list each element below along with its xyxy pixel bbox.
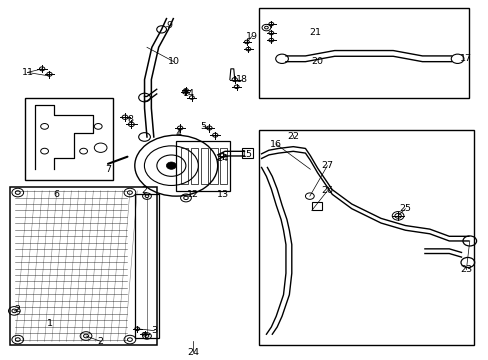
- Bar: [259, 130, 473, 345]
- Bar: [210, 148, 217, 184]
- Bar: [10, 187, 157, 345]
- Text: 14: 14: [216, 154, 228, 163]
- Bar: [220, 148, 227, 184]
- Text: 10: 10: [167, 57, 180, 66]
- Bar: [311, 202, 321, 211]
- Text: 2: 2: [15, 305, 20, 314]
- Text: 12: 12: [187, 190, 199, 199]
- Text: 17: 17: [459, 54, 471, 63]
- Text: 18: 18: [236, 75, 247, 84]
- Text: 13: 13: [216, 190, 228, 199]
- Bar: [176, 140, 229, 191]
- Bar: [190, 148, 198, 184]
- Text: 20: 20: [311, 57, 323, 66]
- Bar: [200, 148, 207, 184]
- Text: 11: 11: [21, 68, 34, 77]
- Bar: [259, 8, 468, 98]
- Text: 21: 21: [308, 28, 321, 37]
- Text: 9: 9: [165, 21, 172, 30]
- Bar: [25, 98, 113, 180]
- Text: 6: 6: [54, 190, 60, 199]
- Circle shape: [166, 162, 176, 169]
- Text: 25: 25: [399, 204, 410, 213]
- Text: 19: 19: [245, 32, 257, 41]
- Text: 7: 7: [105, 165, 111, 174]
- Text: 14: 14: [182, 89, 194, 98]
- Text: 2: 2: [141, 186, 147, 195]
- Text: 5: 5: [200, 122, 205, 131]
- Bar: [135, 194, 159, 338]
- Bar: [181, 148, 188, 184]
- Text: 1: 1: [46, 319, 52, 328]
- Text: 27: 27: [321, 161, 333, 170]
- Bar: [242, 148, 252, 158]
- Text: 16: 16: [270, 140, 282, 149]
- Text: 22: 22: [286, 132, 299, 141]
- Text: 26: 26: [321, 186, 333, 195]
- Text: 8: 8: [127, 114, 133, 123]
- Text: 2: 2: [98, 337, 103, 346]
- Text: 4: 4: [175, 129, 182, 138]
- Text: 15: 15: [241, 150, 252, 159]
- Text: 23: 23: [459, 265, 471, 274]
- Text: 24: 24: [187, 348, 199, 357]
- Text: 3: 3: [151, 326, 157, 335]
